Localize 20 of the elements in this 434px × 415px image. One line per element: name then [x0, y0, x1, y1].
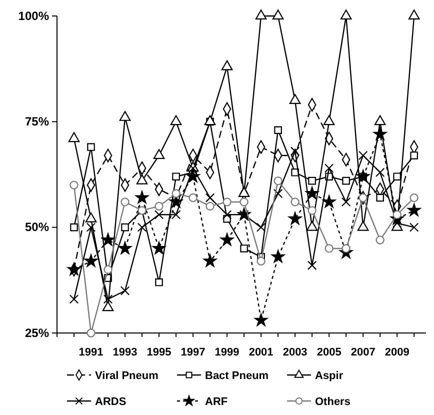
x-tick-label: 1997: [180, 346, 206, 358]
legend-label: ARF: [205, 396, 228, 408]
x-tick-label: 2007: [350, 346, 376, 358]
x-tick-label: 1991: [78, 346, 104, 358]
legend-label: Bact Pneum: [205, 370, 269, 382]
x-tick-label: 2003: [282, 346, 308, 358]
y-tick-label: 75%: [24, 114, 50, 129]
legend-label: Aspir: [315, 370, 344, 382]
x-tick-label: 1993: [112, 346, 138, 358]
x-tick-label: 2005: [316, 346, 342, 358]
x-tick-label: 1995: [146, 346, 172, 358]
y-tick-label: 50%: [24, 220, 50, 234]
y-tick-label: 100%: [18, 8, 50, 23]
x-tick-label: 2001: [248, 346, 274, 358]
legend-label: Viral Pneum: [95, 370, 159, 382]
x-tick-label: 2009: [384, 346, 410, 358]
x-tick-label: 1999: [214, 346, 240, 358]
legend-label: ARDS: [95, 396, 126, 408]
y-tick-label: 25%: [24, 326, 50, 340]
legend-label: Others: [315, 396, 350, 408]
